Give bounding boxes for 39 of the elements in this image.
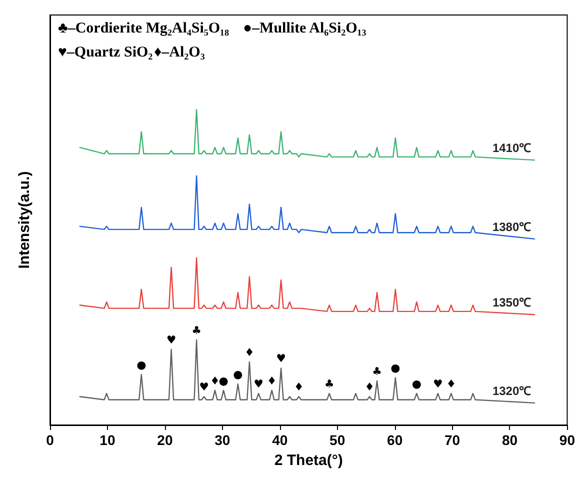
- x-tick-label: 70: [444, 432, 460, 448]
- annotation: ♦: [244, 346, 254, 359]
- text: ♥–Quartz SiO₂: [58, 44, 154, 60]
- annotation: ♥: [432, 377, 443, 390]
- annotation: ♣: [192, 324, 202, 337]
- x-tick-label: 80: [502, 432, 518, 448]
- annotation: ♦: [364, 380, 374, 394]
- annotation: ♦: [210, 374, 220, 388]
- x-tick-label: 60: [387, 432, 403, 448]
- series-label: 1380℃: [492, 220, 532, 234]
- y-axis-title: Intensity(a.u.): [16, 171, 33, 269]
- x-tick-label: 40: [272, 432, 288, 448]
- annotation: ♥: [254, 377, 264, 390]
- annotation: ♣: [372, 364, 382, 378]
- text: ●–Mullite Al₆Si₂O₁₃: [243, 20, 367, 36]
- annotation: ♣: [324, 377, 334, 390]
- series-label: 1410℃: [492, 141, 532, 156]
- x-axis-title: 2 Theta(°): [274, 452, 343, 469]
- annotation: ♥: [276, 352, 286, 366]
- annotation: ●: [233, 368, 243, 381]
- x-tick-label: 20: [157, 432, 173, 448]
- annotation: ♦: [294, 380, 304, 394]
- annotation: ♥: [166, 333, 176, 346]
- series-label: 1320℃: [492, 384, 532, 398]
- series-label: 1350℃: [492, 296, 532, 310]
- x-tick-label: 10: [100, 432, 116, 448]
- annotation: ●: [412, 377, 422, 390]
- annotation: ♦: [446, 377, 456, 390]
- x-tick-label: 30: [214, 432, 230, 448]
- annotation: ●: [136, 358, 146, 372]
- annotation: ●: [218, 374, 228, 388]
- x-tick-label: 50: [330, 432, 346, 448]
- annotation: ♦: [266, 374, 277, 388]
- x-tick-label: 0: [46, 432, 54, 448]
- text: ♦–Al₂O₃: [154, 44, 206, 60]
- annotation: ●: [390, 362, 400, 375]
- text: ♣–Cordierite Mg₂Al₄Si₅O₁₈: [58, 20, 230, 36]
- x-tick-label: 90: [559, 432, 576, 448]
- annotation: ♥: [199, 380, 209, 394]
